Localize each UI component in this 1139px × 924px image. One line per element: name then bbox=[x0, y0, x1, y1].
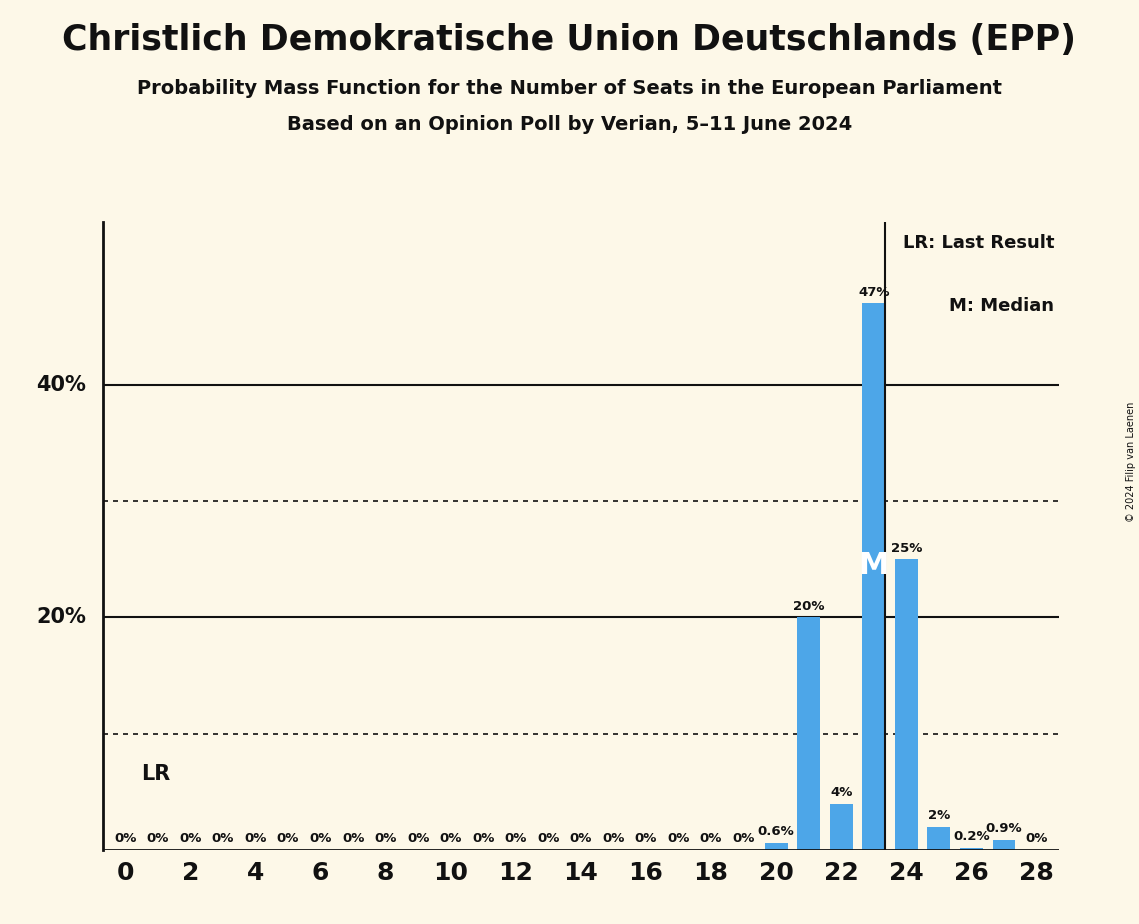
Bar bbox=[960, 847, 983, 850]
Text: 20%: 20% bbox=[793, 600, 825, 613]
Text: Christlich Demokratische Union Deutschlands (EPP): Christlich Demokratische Union Deutschla… bbox=[63, 23, 1076, 57]
Bar bbox=[992, 840, 1015, 850]
Text: Probability Mass Function for the Number of Seats in the European Parliament: Probability Mass Function for the Number… bbox=[137, 79, 1002, 98]
Text: 0%: 0% bbox=[732, 833, 755, 845]
Bar bbox=[927, 827, 950, 850]
Text: 0%: 0% bbox=[407, 833, 429, 845]
Bar bbox=[764, 843, 787, 850]
Text: 0%: 0% bbox=[667, 833, 690, 845]
Text: 0.6%: 0.6% bbox=[757, 825, 795, 838]
Text: © 2024 Filip van Laenen: © 2024 Filip van Laenen bbox=[1126, 402, 1136, 522]
Text: 20%: 20% bbox=[36, 607, 87, 627]
Text: 0%: 0% bbox=[538, 833, 559, 845]
Text: M: Median: M: Median bbox=[950, 298, 1055, 315]
Text: 0%: 0% bbox=[634, 833, 657, 845]
Text: Based on an Opinion Poll by Verian, 5–11 June 2024: Based on an Opinion Poll by Verian, 5–11… bbox=[287, 116, 852, 135]
Text: 25%: 25% bbox=[891, 541, 921, 554]
Text: 0%: 0% bbox=[472, 833, 494, 845]
Text: 0%: 0% bbox=[342, 833, 364, 845]
Text: 0%: 0% bbox=[114, 833, 137, 845]
Text: 0%: 0% bbox=[375, 833, 396, 845]
Bar bbox=[895, 559, 918, 850]
Text: 40%: 40% bbox=[36, 374, 87, 395]
Text: M: M bbox=[859, 552, 888, 580]
Text: 0%: 0% bbox=[1025, 833, 1048, 845]
Text: 0%: 0% bbox=[310, 833, 331, 845]
Text: 0.9%: 0.9% bbox=[985, 822, 1023, 835]
Text: 0%: 0% bbox=[603, 833, 624, 845]
Bar bbox=[862, 303, 885, 850]
Text: 47%: 47% bbox=[858, 286, 890, 298]
Text: 0.2%: 0.2% bbox=[953, 830, 990, 843]
Text: 0%: 0% bbox=[505, 833, 527, 845]
Bar bbox=[797, 617, 820, 850]
Text: 0%: 0% bbox=[244, 833, 267, 845]
Text: 4%: 4% bbox=[830, 786, 852, 799]
Text: 2%: 2% bbox=[928, 809, 950, 822]
Text: LR: LR bbox=[141, 764, 171, 784]
Text: 0%: 0% bbox=[699, 833, 722, 845]
Text: 0%: 0% bbox=[277, 833, 300, 845]
Bar bbox=[830, 804, 853, 850]
Text: 0%: 0% bbox=[440, 833, 462, 845]
Text: 0%: 0% bbox=[179, 833, 202, 845]
Text: LR: Last Result: LR: Last Result bbox=[903, 235, 1055, 252]
Text: 0%: 0% bbox=[570, 833, 592, 845]
Text: 0%: 0% bbox=[147, 833, 169, 845]
Text: 0%: 0% bbox=[212, 833, 235, 845]
